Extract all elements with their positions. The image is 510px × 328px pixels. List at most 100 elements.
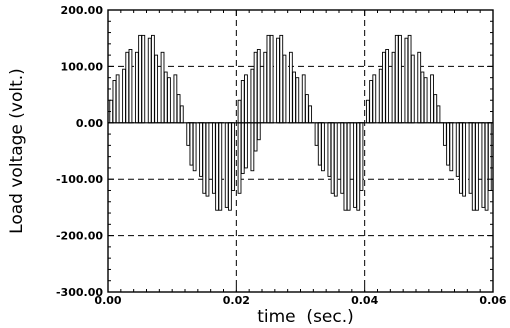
pulse-bar-41 [256, 49, 261, 124]
x-tick-label-1: 0.02 [223, 294, 250, 307]
x-tick-label-2: 0.04 [351, 294, 378, 307]
pulse-bar-62 [346, 122, 351, 211]
pulse-bar-18 [186, 122, 191, 146]
pulse-bar-2 [115, 74, 120, 124]
y-tick-labels: -300.00 -200.00 -100.00 0.00 100.00 200.00 [56, 4, 103, 299]
pulse-bar-80 [423, 77, 428, 124]
pulse-bar-66 [365, 99, 370, 124]
pulse-bar-81 [430, 74, 434, 124]
pulse-bar-73 [394, 34, 399, 124]
pulse-bar-36 [237, 99, 242, 124]
pulse-bar-39 [250, 68, 255, 124]
pulse-bar-71 [385, 49, 390, 124]
pulse-bar-37 [240, 80, 245, 124]
pulse-bar-26 [218, 122, 223, 211]
pulse-bar-48 [288, 51, 293, 124]
pulse-bar-1 [112, 80, 117, 124]
pulse-bar-14 [167, 77, 171, 124]
pulse-bar-82 [433, 94, 438, 124]
y-tick-label-3: 0.00 [76, 117, 103, 130]
pulse-bar-46 [279, 34, 284, 124]
pulse-bar-69 [378, 68, 383, 124]
pulse-bar-51 [301, 74, 306, 124]
pulse-bar-47 [282, 54, 287, 124]
x-tick-label-3: 0.06 [479, 294, 506, 307]
pulse-bar-61 [343, 122, 348, 211]
pulse-bar-8 [141, 34, 146, 124]
pulse-bar-10 [151, 34, 155, 124]
pulse-bar-87 [455, 122, 460, 177]
pulse-bar-68 [372, 74, 377, 124]
pulse-bar-13 [163, 71, 168, 124]
pulse-bar-64 [356, 122, 361, 211]
pulse-bar-53 [308, 105, 313, 124]
pulse-bar-42 [263, 51, 268, 124]
pulse-bar-94 [484, 122, 489, 211]
x-axis-label: time (sec.) [257, 307, 354, 327]
pulse-bar-15 [173, 74, 178, 124]
pulse-bar-74 [398, 34, 402, 124]
pulse-bar-77 [410, 54, 415, 124]
y-tick-label-5: 200.00 [61, 4, 104, 17]
pulse-bar-57 [327, 122, 332, 177]
pulse-bar-16 [176, 94, 181, 124]
pulse-bar-52 [305, 94, 309, 124]
pulse-bar-24 [211, 122, 216, 194]
pulse-bar-63 [353, 122, 357, 208]
pulse-bar-17 [179, 105, 184, 124]
pulse-bar-55 [317, 122, 322, 166]
pulse-bar-59 [333, 122, 338, 197]
pulse-bar-3 [122, 68, 126, 124]
pulse-bar-85 [446, 122, 450, 166]
pulse-bar-90 [468, 122, 473, 194]
pulse-bar-33 [250, 122, 255, 172]
pulse-bar-79 [420, 71, 425, 124]
pulse-bar-83 [436, 105, 441, 124]
pulse-bar-72 [391, 51, 396, 124]
pulse-bar-58 [330, 122, 335, 194]
pulse-bar-45 [276, 37, 280, 124]
pulse-bar-30 [237, 122, 242, 194]
x-tick-labels: 0.00 0.02 0.04 0.06 [94, 294, 506, 307]
pulse-bar-19 [189, 122, 194, 166]
pulse-bar-84 [442, 122, 447, 146]
pulse-bar-21 [199, 122, 203, 177]
pulse-bar-76 [407, 34, 412, 124]
pulse-bar-88 [459, 122, 463, 194]
pulse-bar-38 [244, 74, 248, 124]
pulse-bar-25 [215, 122, 219, 211]
pulse-bar-89 [462, 122, 467, 197]
pulse-bar-60 [340, 122, 345, 194]
pulse-bar-4 [125, 51, 130, 124]
pulse-bar-7 [138, 34, 142, 124]
pulse-bar-49 [292, 71, 296, 124]
y-tick-label-0: -300.00 [56, 286, 103, 299]
grid-lines [108, 10, 493, 292]
pulse-bar-11 [154, 54, 159, 124]
pulse-bar-75 [404, 37, 409, 124]
pulse-bar-44 [269, 34, 274, 124]
pulse-bar-9 [147, 37, 152, 124]
y-tick-label-2: -100.00 [56, 173, 103, 186]
y-axis-label: Load voltage (volt.) [7, 68, 27, 234]
pulse-bar-65 [359, 122, 364, 191]
pulse-bar-78 [417, 51, 422, 124]
pulse-bar-91 [471, 122, 476, 211]
pulse-bar-40 [253, 51, 258, 124]
pulse-bar-35 [256, 122, 261, 141]
pulse-bar-92 [475, 122, 479, 211]
pulse-bar-20 [192, 122, 197, 172]
pulse-bar-27 [224, 122, 229, 208]
x-tick-label-0: 0.00 [94, 294, 121, 307]
plot-frame [107, 9, 494, 293]
pulse-bar-93 [481, 122, 486, 208]
pulse-bar-6 [134, 51, 139, 124]
pulse-bar-22 [202, 122, 207, 194]
pulse-bars [109, 34, 492, 211]
pulse-bar-70 [382, 51, 386, 124]
pulse-bar-31 [240, 122, 245, 175]
pulse-bar-5 [128, 49, 133, 124]
pulse-bar-29 [231, 122, 236, 191]
